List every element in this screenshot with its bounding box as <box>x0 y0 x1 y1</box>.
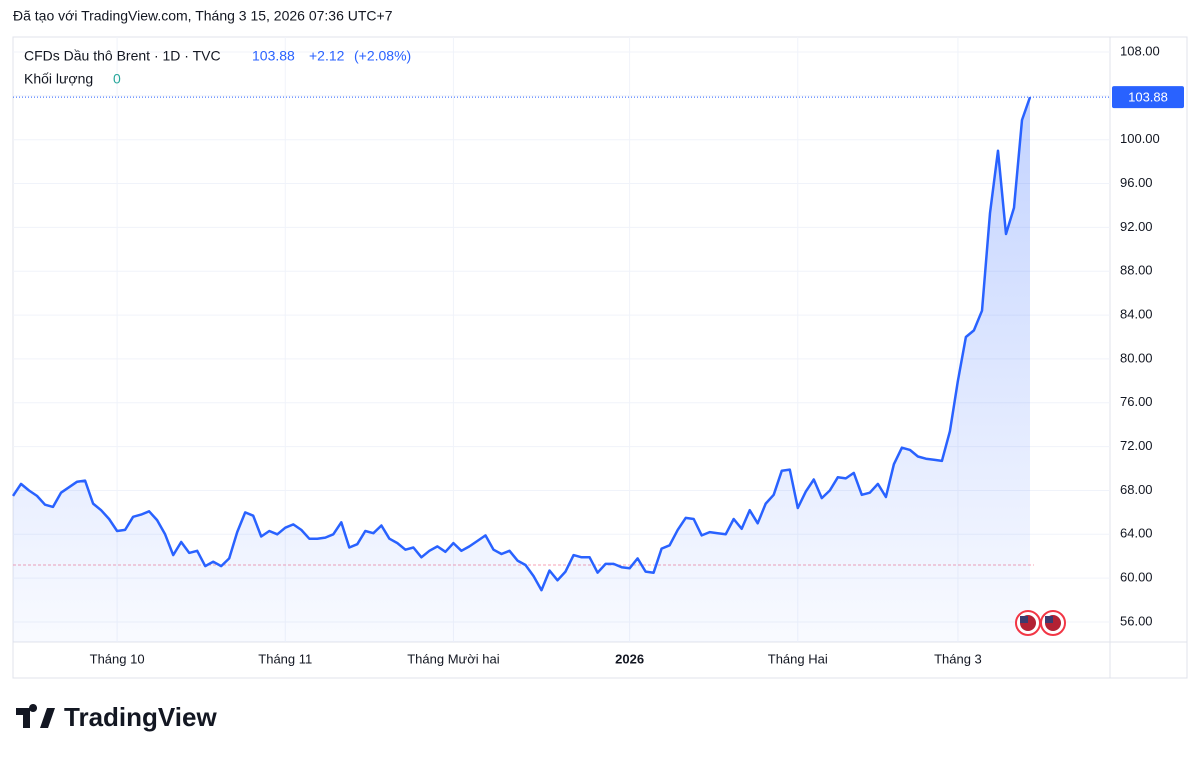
x-tick-label: Tháng 11 <box>258 651 312 666</box>
x-tick-label: Tháng 3 <box>934 651 982 666</box>
labels: 56.00 60.00 64.00 68.00 72.00 76.00 80.00 84.00… <box>90 43 1184 666</box>
area <box>13 97 1030 642</box>
x-tick-label: Tháng Mười hai <box>407 651 499 666</box>
legend-last: 103.88 <box>252 48 295 64</box>
y-tick-label: 60.00 <box>1120 570 1153 585</box>
price-tag <box>1112 86 1184 109</box>
x-tick-label: Tháng 10 <box>90 651 145 666</box>
brand-logo: TradingView <box>16 702 217 732</box>
y-tick-label: 72.00 <box>1120 438 1153 453</box>
plot <box>11 96 1110 642</box>
flag-canton <box>1020 616 1028 623</box>
event-flags[interactable] <box>1015 610 1066 636</box>
volume-value: 0 <box>113 71 121 87</box>
y-tick-label: 80.00 <box>1120 350 1153 365</box>
header: Đã tạo với TradingView.com, Tháng 3 15, … <box>13 8 393 24</box>
y-tick-label: 56.00 <box>1120 613 1153 628</box>
brand-name: TradingView <box>64 702 217 732</box>
legend-change: +2.12 <box>309 48 345 64</box>
y-tick-label: 68.00 <box>1120 482 1153 497</box>
y-tick-label: 96.00 <box>1120 175 1153 190</box>
legend-title: CFDs Dầu thô Brent · 1D · TVC <box>24 48 221 64</box>
y-tick-label: 100.00 <box>1120 131 1160 146</box>
x-tick-label: Tháng Hai <box>768 651 828 666</box>
volume-label: Khối lượng <box>24 71 93 87</box>
price-line <box>11 96 1032 592</box>
legend-change-pct: (+2.08%) <box>354 48 411 64</box>
y-tick-label: 64.00 <box>1120 526 1153 541</box>
y-tick-label: 88.00 <box>1120 263 1153 278</box>
logo-mark <box>16 704 55 728</box>
y-tick-label: 84.00 <box>1120 307 1153 322</box>
flag-canton <box>1045 616 1053 623</box>
y-tick-label: 76.00 <box>1120 394 1153 409</box>
x-tick-label: 2026 <box>615 651 644 666</box>
y-tick-label: 108.00 <box>1120 43 1160 58</box>
y-tick-label: 92.00 <box>1120 219 1153 234</box>
price-tag-label: 103.88 <box>1128 90 1168 105</box>
